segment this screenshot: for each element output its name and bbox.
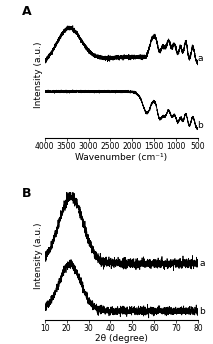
X-axis label: 2θ (degree): 2θ (degree) — [95, 334, 148, 343]
Text: b: b — [199, 307, 205, 316]
X-axis label: Wavenumber (cm⁻¹): Wavenumber (cm⁻¹) — [75, 153, 167, 162]
Y-axis label: Intensity (a.u.): Intensity (a.u.) — [34, 223, 43, 289]
Text: b: b — [197, 120, 203, 130]
Text: A: A — [22, 5, 31, 18]
Text: B: B — [22, 187, 31, 200]
Y-axis label: Intensity (a.u.): Intensity (a.u.) — [34, 41, 43, 108]
Text: a: a — [197, 54, 203, 63]
Text: a: a — [199, 259, 205, 268]
